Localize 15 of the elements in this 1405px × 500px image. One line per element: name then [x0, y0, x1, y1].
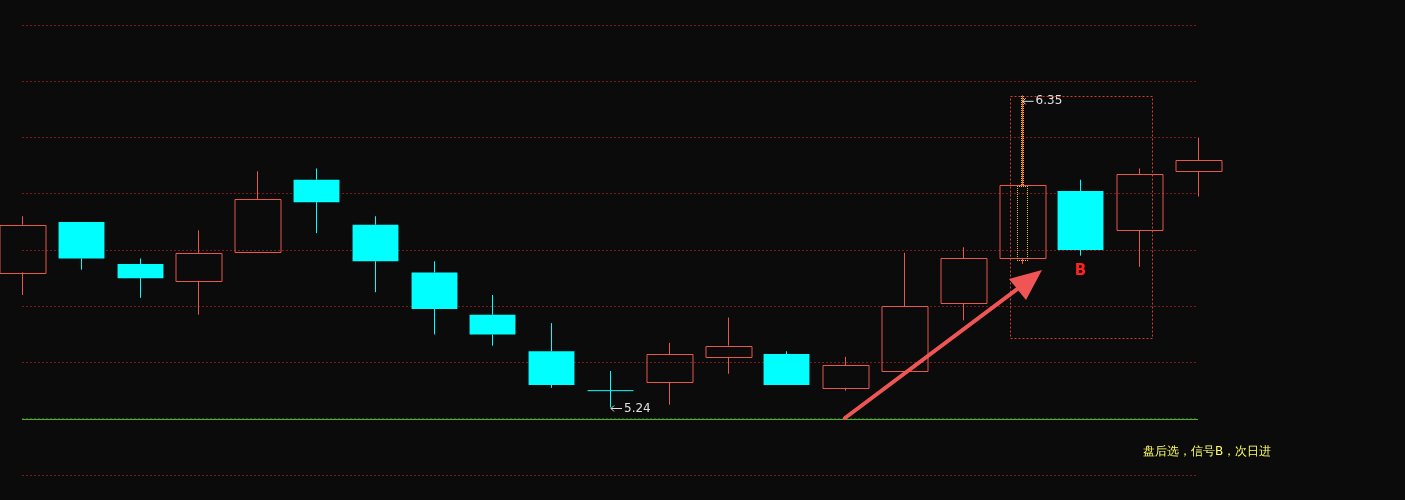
candlestick — [411, 260, 458, 335]
candlestick — [528, 322, 575, 389]
candlestick — [705, 317, 753, 375]
candlestick — [763, 350, 810, 385]
annotation: B — [1074, 260, 1087, 279]
annotation: 6.35 — [1035, 93, 1063, 108]
candlestick — [352, 215, 399, 293]
candlestick — [117, 257, 164, 299]
candlestick — [1175, 137, 1223, 198]
text: 盘后选，信号B，次日进 — [1142, 444, 1272, 459]
candlestick — [58, 221, 105, 271]
candlestick — [469, 294, 516, 347]
candlestick — [293, 167, 340, 234]
annotation: 5.24 — [624, 400, 651, 415]
candlestick — [1057, 179, 1104, 257]
